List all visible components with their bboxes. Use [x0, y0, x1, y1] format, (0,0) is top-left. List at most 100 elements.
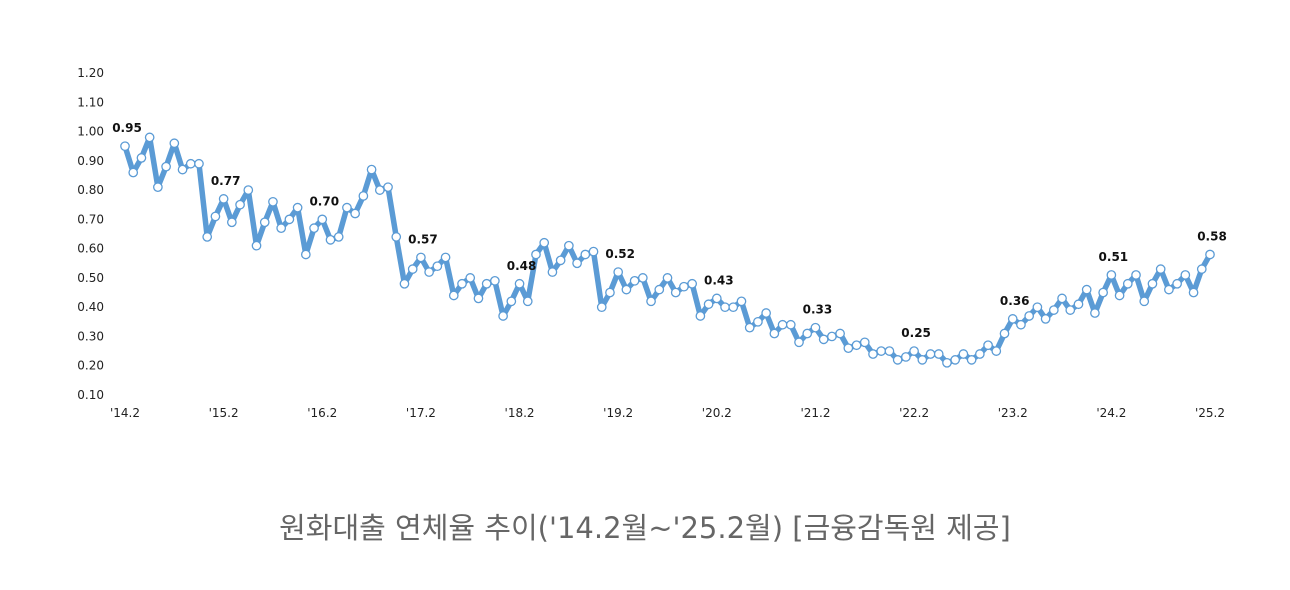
- x-tick-label: '22.2: [899, 406, 929, 420]
- data-point: [309, 223, 319, 233]
- data-point: [383, 182, 393, 193]
- y-axis: 1.20 1.10 1.00 0.90 0.80 0.70 0.60 0.50 0.40 0.30…: [77, 66, 104, 402]
- data-point: [744, 322, 755, 333]
- data-point: [868, 349, 878, 359]
- data-point: [457, 278, 467, 289]
- data-point: [227, 217, 237, 228]
- data-point: [235, 199, 245, 210]
- chart-caption: 원화대출 연체율 추이('14.2월~'25.2월) [금융감독원 제공]: [279, 511, 1011, 545]
- data-point: [835, 328, 845, 339]
- data-point: [539, 237, 550, 248]
- data-point: [358, 191, 369, 201]
- data-point: [1032, 302, 1043, 313]
- data-point: [432, 261, 443, 272]
- data-point: [720, 302, 730, 313]
- data-label: 0.77: [211, 174, 241, 188]
- x-tick-label: '21.2: [800, 406, 830, 420]
- data-point: [654, 284, 665, 295]
- data-point: [909, 346, 919, 356]
- y-tick-label: 0.50: [77, 271, 104, 285]
- data-point: [350, 208, 361, 219]
- data-point: [679, 281, 689, 292]
- data-point: [391, 232, 402, 242]
- data-point: [769, 328, 780, 339]
- data-point: [753, 316, 763, 327]
- data-point: [300, 249, 311, 260]
- data-point: [169, 138, 180, 149]
- x-tick-label: '15.2: [209, 406, 239, 420]
- data-point: [128, 167, 139, 178]
- data-point: [785, 319, 796, 330]
- data-label: 0.57: [408, 232, 438, 246]
- y-tick-label: 0.40: [77, 300, 104, 314]
- data-point: [646, 296, 656, 307]
- data-point: [555, 255, 566, 266]
- data-point: [1147, 278, 1158, 289]
- data-labels-group: 0.95 0.77 0.70 0.57 0.48 0.52 0.43 0.33 0.25 0.36…: [112, 121, 1227, 340]
- data-point: [974, 349, 985, 359]
- data-point: [153, 182, 163, 193]
- data-point: [120, 141, 130, 152]
- data-point: [185, 158, 196, 169]
- data-point: [531, 249, 541, 260]
- y-tick-label: 1.00: [77, 125, 104, 139]
- data-point: [942, 357, 952, 368]
- data-point: [416, 252, 426, 263]
- data-point: [1188, 287, 1199, 298]
- data-point: [925, 349, 936, 359]
- data-point: [1016, 319, 1026, 330]
- data-label: 0.36: [1000, 294, 1030, 308]
- x-axis: '14.2 '15.2 '16.2 '17.2 '18.2 '19.2 '20.2 '21.2…: [110, 406, 1225, 420]
- data-point: [794, 337, 804, 348]
- y-tick-label: 0.10: [77, 388, 104, 402]
- data-point: [917, 355, 928, 365]
- data-point: [366, 164, 377, 175]
- series-line: [122, 134, 1213, 366]
- data-label: 0.33: [803, 303, 833, 317]
- y-tick-label: 0.70: [77, 212, 104, 226]
- data-point: [448, 290, 459, 301]
- data-point: [259, 217, 270, 228]
- data-point: [374, 185, 385, 195]
- data-point: [564, 240, 574, 251]
- series-group: [122, 134, 1213, 366]
- data-point: [999, 328, 1010, 339]
- data-point: [1024, 311, 1035, 321]
- x-tick-label: '14.2: [110, 406, 140, 420]
- data-point: [514, 278, 525, 289]
- data-point: [876, 346, 887, 356]
- data-point: [827, 331, 837, 342]
- data-point: [424, 267, 434, 277]
- data-point: [473, 293, 484, 304]
- y-tick-label: 0.60: [77, 242, 104, 256]
- data-point: [802, 328, 813, 339]
- data-point: [317, 214, 328, 225]
- data-point: [243, 185, 254, 195]
- data-point: [991, 346, 1002, 356]
- data-point: [292, 202, 303, 213]
- data-point: [1007, 314, 1018, 324]
- data-point: [613, 267, 624, 277]
- data-label: 0.43: [704, 273, 734, 287]
- data-label: 0.51: [1099, 250, 1129, 264]
- x-tick-label: '25.2: [1195, 406, 1225, 420]
- data-point: [588, 246, 599, 257]
- data-point: [1139, 296, 1150, 307]
- data-point: [703, 299, 714, 310]
- data-point: [490, 275, 500, 286]
- data-point: [884, 346, 895, 356]
- data-point: [325, 235, 336, 245]
- data-point: [218, 194, 229, 204]
- data-point: [695, 311, 706, 321]
- y-tick-label: 0.80: [77, 183, 104, 197]
- x-tick-label: '24.2: [1096, 406, 1126, 420]
- data-label: 0.52: [605, 247, 635, 261]
- y-tick-label: 1.20: [77, 66, 104, 80]
- data-point: [1065, 305, 1076, 315]
- data-point: [547, 267, 558, 277]
- data-point: [1081, 284, 1092, 295]
- x-tick-label: '18.2: [505, 406, 535, 420]
- data-label: 0.48: [507, 259, 537, 273]
- data-point: [1048, 305, 1059, 315]
- y-tick-label: 0.90: [77, 154, 104, 168]
